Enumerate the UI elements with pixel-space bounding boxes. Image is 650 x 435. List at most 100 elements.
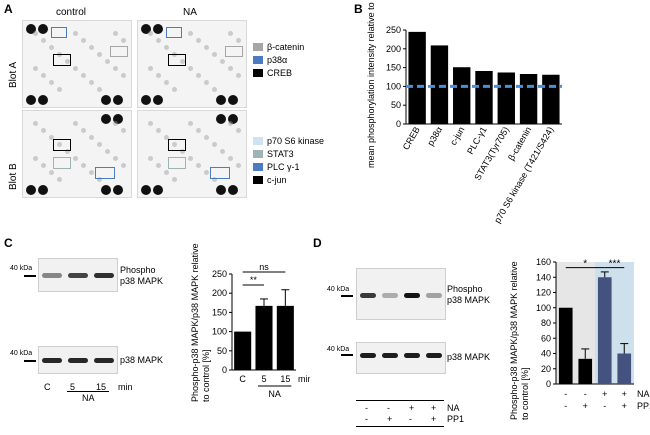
array-spot — [148, 156, 153, 161]
y-tick-label: 150 — [386, 63, 401, 73]
reference-spot — [26, 185, 36, 195]
reference-spot — [153, 95, 163, 105]
array-spot — [188, 121, 193, 126]
reference-spot — [101, 114, 111, 124]
array-spot — [204, 45, 209, 50]
c-jun-box — [168, 139, 186, 151]
lane-label: C — [44, 382, 51, 392]
array-spot — [212, 87, 217, 92]
array-spot — [33, 66, 38, 71]
beta-catenin-box — [225, 46, 243, 57]
protein-label-p38-phospho-d: p38 MAPK — [447, 295, 491, 305]
beta-catenin-box — [110, 46, 128, 57]
bar — [453, 67, 471, 124]
x-tick-label: p38α — [425, 125, 444, 148]
mw-tick-bottom-d — [341, 354, 353, 356]
array-spot — [196, 73, 201, 78]
legend-item: c-jun — [253, 175, 287, 185]
panel-label-c: C — [4, 236, 13, 250]
gel-band — [404, 353, 420, 358]
reference-spot — [153, 24, 163, 34]
panel-label-d: D — [313, 236, 322, 250]
gel-band — [426, 353, 442, 358]
reference-spot — [101, 185, 111, 195]
legend-swatch — [253, 69, 263, 77]
array-spot — [49, 170, 54, 175]
stat3-box — [53, 157, 71, 169]
na-sign: + — [622, 389, 627, 399]
array-spot — [49, 45, 54, 50]
array-spot — [41, 38, 46, 43]
creb-box — [53, 54, 71, 66]
pp1-sign: + — [431, 414, 437, 424]
y-tick-label: 250 — [386, 25, 401, 35]
y-tick-label: 20 — [541, 364, 551, 374]
x-tick-label: CREB — [401, 125, 422, 152]
y-tick-label: 50 — [391, 100, 401, 110]
stat3-box — [168, 157, 186, 169]
significance-label: * — [583, 259, 587, 270]
x-unit-label: min — [298, 374, 310, 384]
chart-c-ylabel: Phospho-p38 MAPK/p38 MAPK relative to co… — [190, 243, 211, 402]
array-spot — [33, 156, 38, 161]
legend-swatch — [253, 137, 263, 145]
array-spot — [121, 128, 126, 133]
array-spot — [113, 66, 118, 71]
chart-b-ylabel: mean phosphorylation intensity relative … — [366, 0, 376, 168]
gel-band — [94, 273, 114, 278]
plc-gamma-box — [210, 167, 230, 179]
legend-swatch — [253, 150, 263, 158]
na-sign: - — [564, 389, 567, 399]
gel-band — [426, 293, 442, 298]
y-tick-label: 250 — [212, 269, 227, 279]
y-tick-label: 100 — [386, 81, 401, 91]
legend-item: p70 S6 kinase — [253, 136, 324, 146]
na-label: NA — [637, 389, 650, 399]
array-spot — [156, 128, 161, 133]
lane-label: 5 — [70, 382, 76, 392]
na-label-d: NA — [447, 403, 460, 413]
array-spot — [212, 52, 217, 57]
pp1-sign: - — [365, 414, 368, 424]
array-spot — [228, 121, 233, 126]
legend-item: p38α — [253, 55, 287, 65]
reference-spot — [38, 95, 48, 105]
array-spot — [228, 156, 233, 161]
x-tick-label: C — [239, 374, 246, 384]
array-spot — [148, 31, 153, 36]
array-spot — [212, 177, 217, 182]
array-spot — [188, 156, 193, 161]
array-spot — [57, 177, 62, 182]
reference-spot — [141, 24, 151, 34]
array-spot — [121, 163, 126, 168]
gel-band — [382, 353, 398, 358]
array-spot — [212, 142, 217, 147]
array-spot — [220, 59, 225, 64]
x-tick-label: PLC-γ1 — [465, 125, 489, 156]
array-spot — [89, 170, 94, 175]
legend-swatch — [253, 56, 263, 64]
legend-item: CREB — [253, 68, 292, 78]
bar — [497, 72, 515, 124]
y-tick-label: 200 — [386, 44, 401, 54]
y-tick-label: 0 — [546, 379, 551, 389]
array-spot — [81, 38, 86, 43]
y-tick-label: 50 — [217, 346, 227, 356]
array-spot — [89, 135, 94, 140]
array-spot — [164, 170, 169, 175]
reference-spot — [26, 95, 36, 105]
reference-spot — [141, 185, 151, 195]
treatment-line-bottom-d — [356, 426, 444, 427]
array-spot — [121, 73, 126, 78]
reference-spot — [38, 24, 48, 34]
reference-spot — [101, 95, 111, 105]
pp1-sign: + — [622, 401, 627, 411]
row-label-blot-b: Blot B — [8, 163, 19, 190]
x-tick-label: c-jun — [448, 125, 466, 147]
pp1-sign: - — [564, 401, 567, 411]
reference-spot — [26, 24, 36, 34]
treatment-line-top-d — [356, 400, 444, 401]
array-spot — [121, 38, 126, 43]
y-tick-label: 80 — [541, 318, 551, 328]
